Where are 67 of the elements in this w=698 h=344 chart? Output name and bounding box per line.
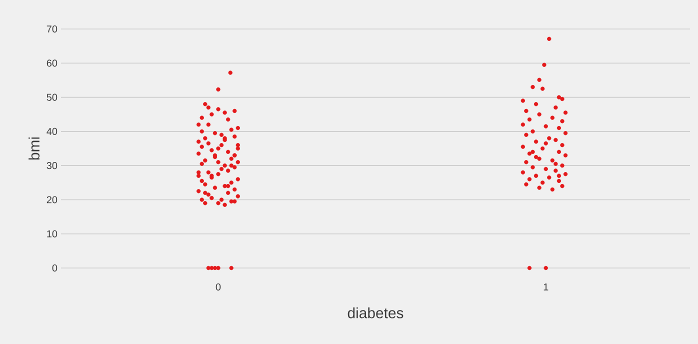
point [560, 96, 564, 102]
point [537, 156, 542, 161]
x-axis-title: diabetes [348, 307, 404, 318]
point [560, 119, 564, 124]
x-tick-label: 1 [544, 283, 548, 290]
y-tick-label: 50 [46, 94, 58, 101]
y-tick-label: 70 [46, 25, 58, 33]
point [547, 175, 552, 180]
y-tick-label: 20 [46, 196, 58, 204]
y-tick-label: 30 [46, 162, 58, 170]
point [544, 266, 548, 270]
point [537, 186, 542, 190]
point [550, 116, 555, 120]
point [554, 168, 558, 173]
point [554, 105, 558, 110]
point [530, 165, 535, 170]
point [550, 158, 555, 163]
point [563, 153, 568, 158]
point [527, 266, 532, 270]
point [537, 112, 542, 116]
point [520, 122, 526, 127]
point [520, 170, 526, 174]
point [556, 150, 562, 154]
point [560, 184, 564, 188]
point [556, 95, 562, 100]
point [544, 124, 548, 128]
point [556, 126, 562, 130]
point [530, 84, 535, 90]
point [544, 141, 548, 146]
point [540, 86, 545, 91]
point [550, 187, 555, 192]
point [554, 138, 558, 142]
point [534, 102, 538, 106]
point [520, 144, 526, 149]
point [540, 146, 545, 151]
point [556, 174, 562, 178]
y-axis-title: bmi [28, 137, 40, 160]
point [534, 140, 538, 144]
point [524, 160, 528, 164]
point [524, 108, 528, 114]
point [563, 110, 568, 115]
point [563, 172, 568, 176]
point [537, 78, 542, 82]
y-tick-label: 0 [52, 264, 58, 272]
point [527, 117, 532, 122]
point [560, 163, 564, 168]
point [547, 136, 552, 140]
point [556, 178, 562, 184]
point [560, 142, 564, 148]
point [530, 150, 535, 154]
point [540, 180, 545, 185]
point [547, 36, 552, 41]
point [544, 166, 548, 172]
y-tick-label: 60 [46, 60, 58, 67]
point [527, 152, 532, 156]
point [534, 154, 538, 160]
point [563, 131, 568, 136]
y-tick-label: 40 [46, 128, 58, 135]
point [542, 62, 546, 67]
point [534, 174, 538, 178]
point [524, 182, 528, 186]
point [530, 129, 535, 134]
point [554, 162, 558, 166]
y-tick-label: 10 [47, 230, 58, 238]
point [520, 98, 526, 103]
point [527, 177, 532, 182]
point [524, 132, 528, 137]
